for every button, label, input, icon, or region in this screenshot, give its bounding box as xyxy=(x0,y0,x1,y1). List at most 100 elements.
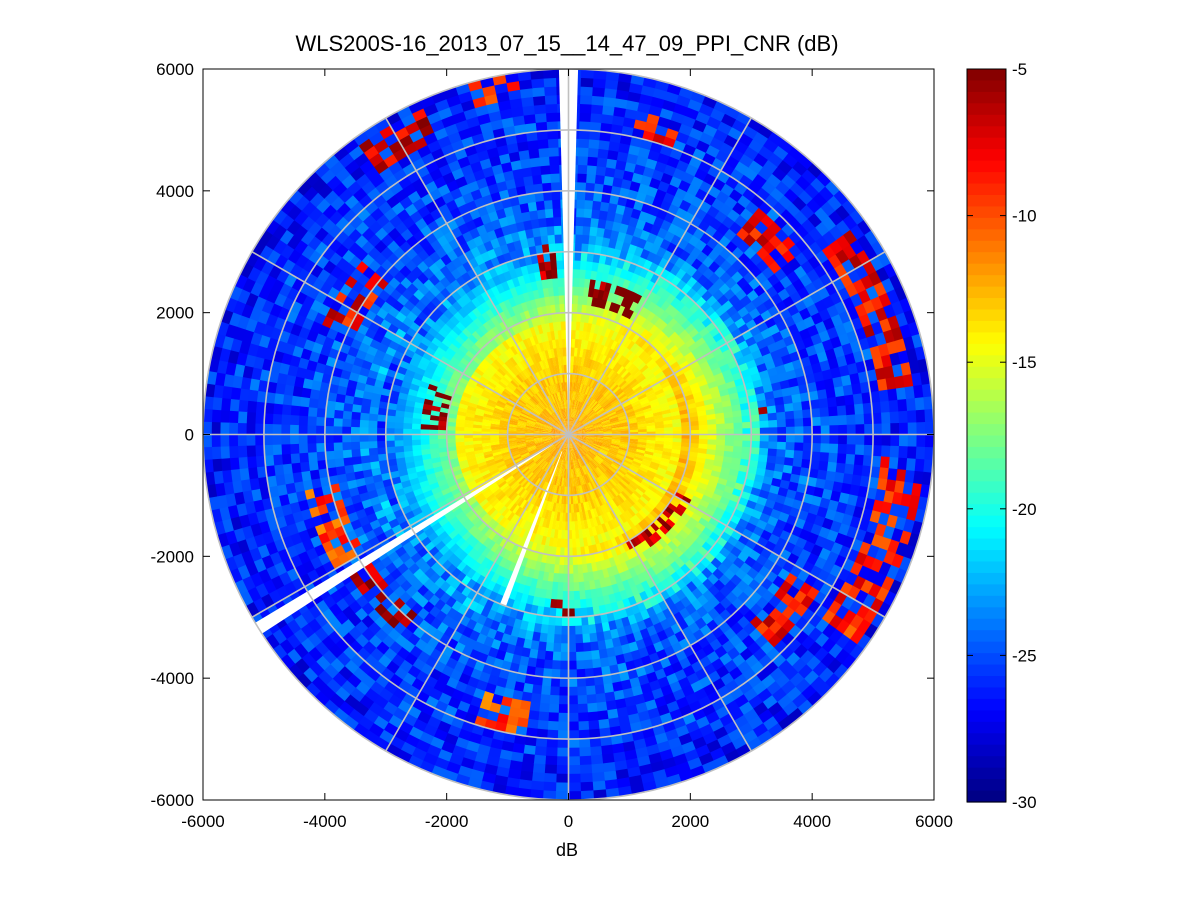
ppi-cell xyxy=(502,539,512,551)
ppi-cell xyxy=(576,459,581,469)
ppi-cell xyxy=(471,391,482,399)
ppi-cell xyxy=(626,363,636,373)
ppi-cell xyxy=(574,450,579,460)
ppi-cell xyxy=(610,443,621,448)
ppi-cell xyxy=(605,469,615,478)
ppi-cell xyxy=(646,428,656,432)
ppi-cell xyxy=(607,500,615,511)
ppi-cell xyxy=(432,490,444,500)
ppi-cell xyxy=(570,486,573,496)
ppi-cell xyxy=(576,437,586,442)
ppi-cell xyxy=(528,272,537,283)
ppi-cell xyxy=(661,534,672,546)
ppi-cell xyxy=(598,515,605,525)
ppi-cell xyxy=(451,338,463,349)
ppi-cell xyxy=(585,367,591,377)
ppi-cell xyxy=(555,338,560,349)
ppi-cell xyxy=(643,527,653,538)
ppi-cell xyxy=(663,388,674,396)
ppi-cell xyxy=(434,526,446,537)
ppi-cell xyxy=(624,455,635,461)
ppi-cell xyxy=(523,511,531,521)
ppi-cell xyxy=(606,539,615,550)
ppi-cell xyxy=(759,441,770,450)
ppi-cell xyxy=(502,455,513,461)
ppi-cell xyxy=(632,514,642,525)
ppi-cell xyxy=(489,393,500,401)
ppi-cell xyxy=(650,461,660,468)
ppi-cell xyxy=(495,356,505,366)
ppi-cell xyxy=(627,469,637,477)
ppi-cell xyxy=(701,365,713,375)
ppi-cell xyxy=(593,614,602,625)
ppi-cell xyxy=(336,384,348,396)
ppi-cell xyxy=(573,277,580,287)
ppi-cell xyxy=(560,625,569,636)
ppi-cell xyxy=(473,603,485,615)
ppi-cell xyxy=(435,386,446,395)
ppi-cell xyxy=(480,524,491,535)
ppi-cell xyxy=(544,421,554,427)
ppi-cell xyxy=(448,329,459,340)
ppi-cell xyxy=(494,564,504,576)
ppi-cell xyxy=(403,416,413,424)
ppi-cell xyxy=(756,362,768,374)
ppi-cell xyxy=(572,451,576,461)
ppi-cell xyxy=(663,314,674,325)
ppi-cell xyxy=(497,367,507,377)
ppi-cell xyxy=(341,425,352,435)
ppi-cell xyxy=(620,438,630,442)
ppi-cell xyxy=(608,414,619,420)
ppi-cell xyxy=(566,399,568,409)
ppi-cell xyxy=(724,445,734,453)
ppi-cell xyxy=(546,444,555,451)
ppi-cell xyxy=(561,338,566,348)
ppi-cell xyxy=(696,452,707,460)
ppi-cell xyxy=(633,385,643,394)
ppi-cell xyxy=(760,376,772,387)
ppi-cell xyxy=(770,349,782,361)
ppi-cell xyxy=(454,523,466,534)
ppi-cell xyxy=(574,382,578,392)
ppi-cell xyxy=(562,373,565,383)
ppi-cell xyxy=(643,410,654,416)
ppi-cell xyxy=(514,473,524,482)
ppi-cell xyxy=(541,305,548,316)
ppi-cell xyxy=(519,489,528,499)
ppi-cell xyxy=(625,318,635,330)
ppi-cell xyxy=(568,564,574,575)
ppi-cell xyxy=(551,428,561,433)
ppi-cell xyxy=(617,334,626,345)
ppi-cell xyxy=(594,391,602,401)
ppi-cell xyxy=(556,441,564,449)
ppi-cell xyxy=(438,312,450,324)
ppi-cell xyxy=(486,352,497,362)
ppi-cell xyxy=(668,484,679,493)
ppi-cell xyxy=(556,459,561,469)
ppi-cell xyxy=(733,440,743,448)
ppi-cell xyxy=(708,517,720,528)
ppi-cell xyxy=(802,450,813,461)
ppi-cell xyxy=(562,512,566,522)
ppi-cell xyxy=(530,640,540,651)
ppi-cell xyxy=(535,488,542,498)
ppi-cell xyxy=(498,300,508,312)
ppi-cell xyxy=(584,439,594,444)
ppi-cell xyxy=(595,352,602,362)
ppi-cell xyxy=(556,420,563,429)
ppi-cell xyxy=(618,608,628,620)
ppi-cell xyxy=(637,498,647,508)
ppi-cell xyxy=(646,567,657,579)
ppi-cell xyxy=(498,436,508,440)
ppi-cell xyxy=(480,556,491,568)
ppi-cell xyxy=(576,190,587,201)
ppi-cell xyxy=(490,498,500,508)
ppi-cell xyxy=(559,547,565,557)
ppi-cell xyxy=(554,503,559,513)
ppi-cell xyxy=(572,320,577,331)
ppi-cell xyxy=(664,260,676,273)
ppi-cell xyxy=(645,448,655,453)
ppi-cell xyxy=(595,631,605,642)
ppi-cell xyxy=(461,327,473,338)
ppi-cell xyxy=(573,468,577,479)
